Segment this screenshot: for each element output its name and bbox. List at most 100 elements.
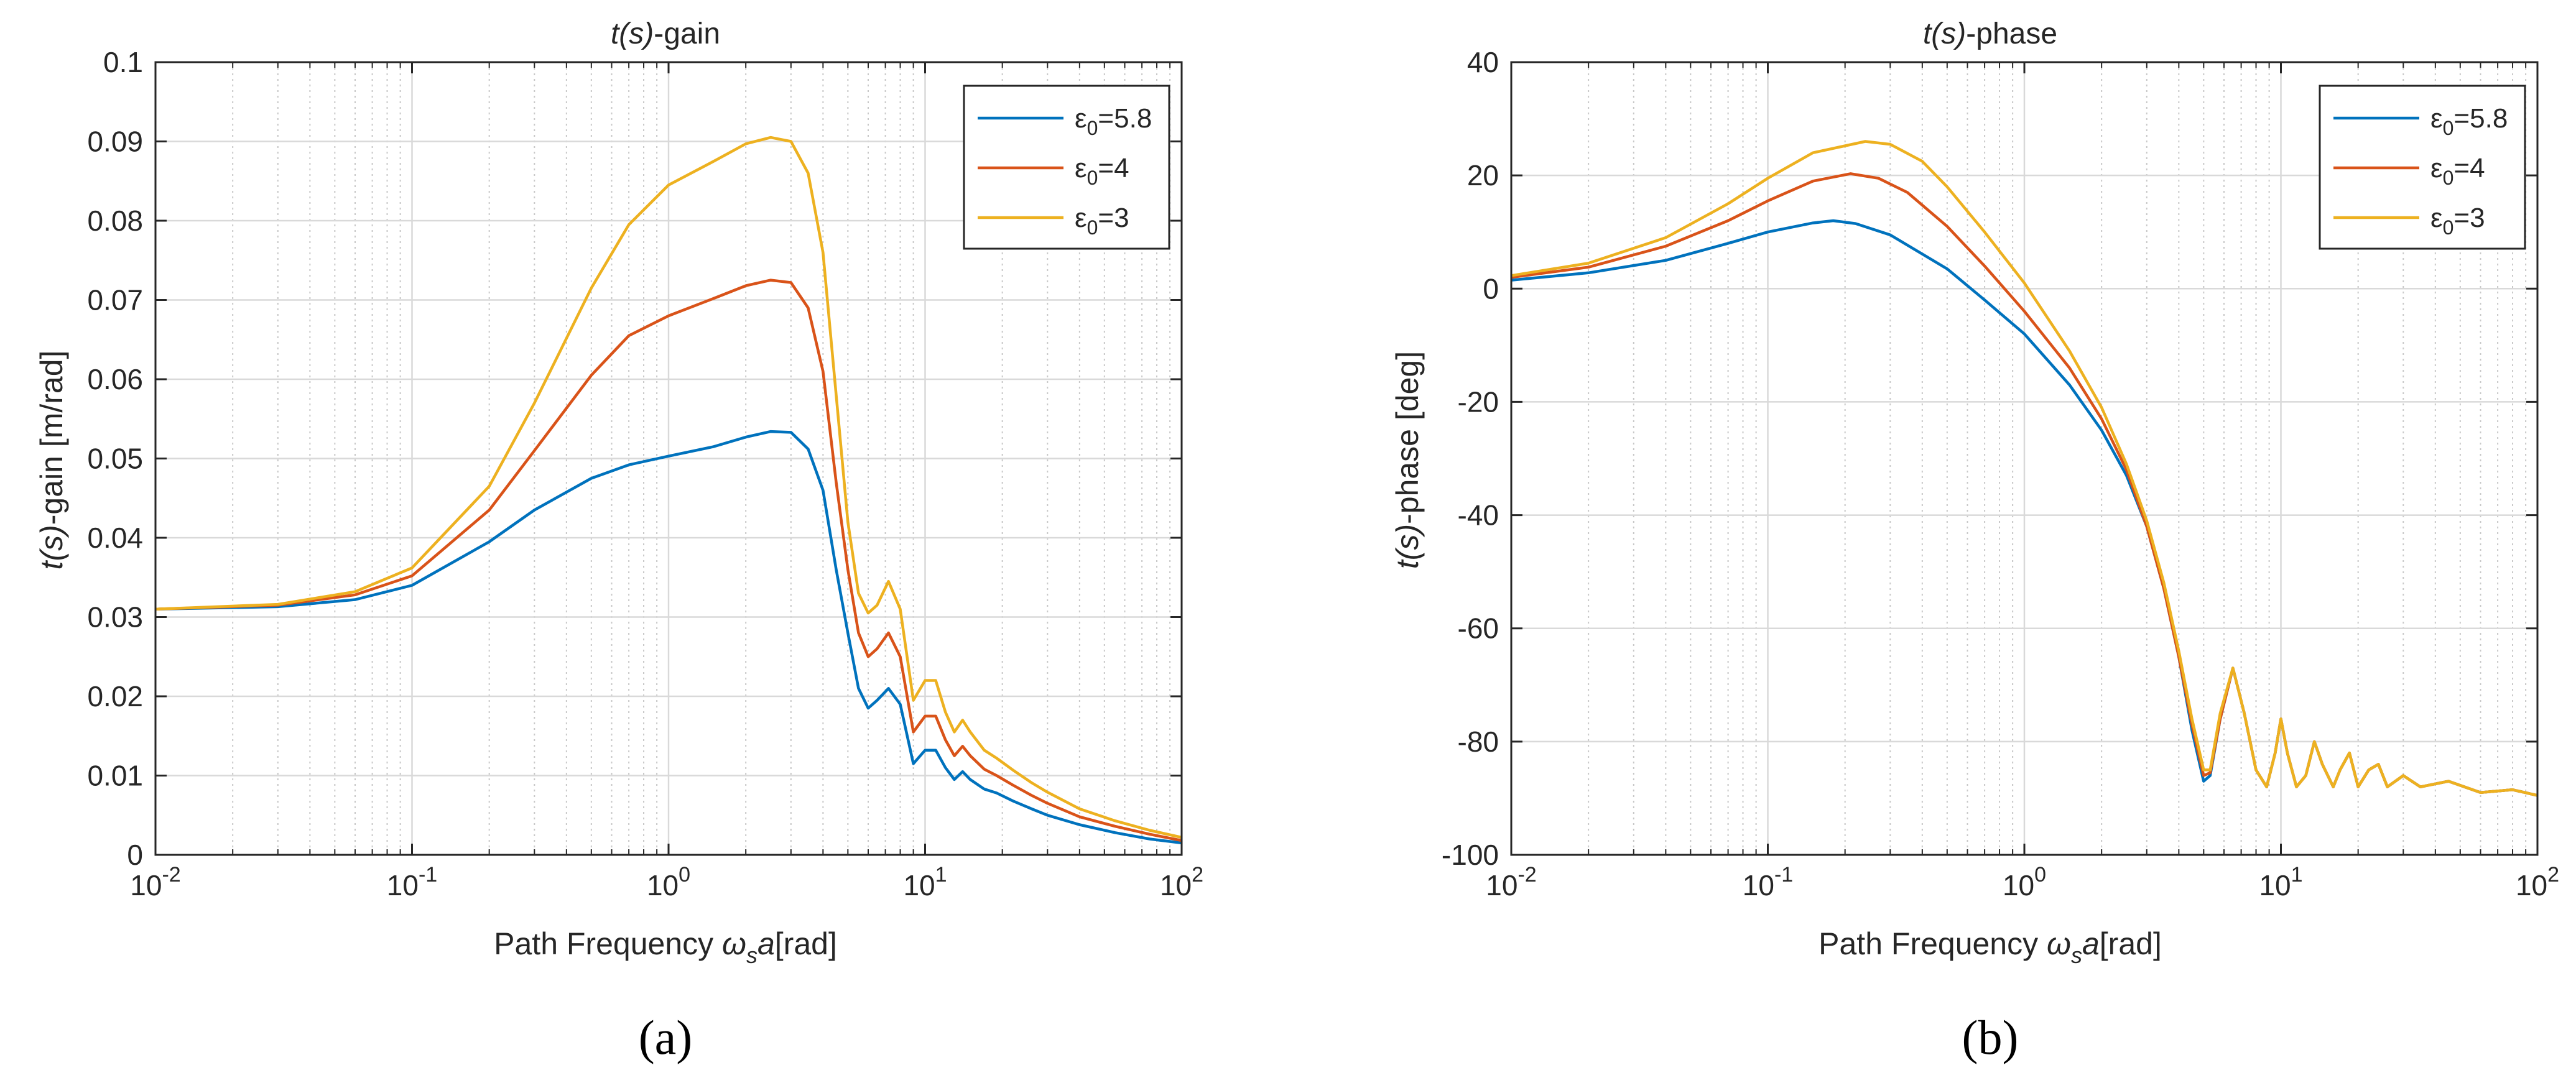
x-tick-label: 100: [647, 863, 690, 901]
x-tick-exponent: 2: [1192, 863, 1203, 887]
grid-layer: [1510, 61, 2539, 856]
legend-subscript: 0: [2443, 117, 2454, 139]
legend-entry: ε0=4: [2430, 153, 2485, 189]
x-axis-label-unit: [rad]: [2100, 926, 2162, 961]
y-tick-label: -100: [1442, 839, 1499, 871]
x-tick-base: 10: [903, 869, 935, 901]
y-tick-label: 0.07: [87, 284, 143, 316]
legend-symbol: ε: [1075, 103, 1087, 134]
legend-value: =3: [1098, 203, 1129, 233]
x-tick-base: 10: [1160, 869, 1192, 901]
legend-value: =4: [1098, 153, 1129, 183]
x-axis-label: Path Frequency ωsa[rad]: [494, 926, 837, 968]
legend-value: =4: [2453, 153, 2485, 183]
legend-subscript: 0: [1087, 167, 1098, 189]
legend-value: =5.8: [1098, 103, 1152, 134]
legend-symbol: ε: [1075, 203, 1087, 233]
y-axis-label-suffix: -phase [deg]: [1390, 351, 1425, 524]
y-tick-label: 0.06: [87, 363, 143, 395]
x-tick-label: 10-2: [1486, 863, 1536, 901]
y-tick-label: 0.09: [87, 126, 143, 158]
legend-value: =3: [2453, 203, 2485, 233]
x-tick-label: 102: [1160, 863, 1203, 901]
x-tick-base: 10: [647, 869, 679, 901]
legend: ε0=5.8ε0=4ε0=3: [2319, 85, 2526, 250]
x-axis-label-subscript: s: [2071, 942, 2082, 968]
series-line-1: [155, 279, 1182, 842]
y-tick-label: -60: [1458, 612, 1499, 645]
y-axis-label-suffix: -gain [m/rad]: [34, 351, 69, 525]
legend-symbol: ε: [2430, 203, 2443, 233]
x-tick-label: 10-1: [387, 863, 437, 901]
x-tick-exponent: 1: [2291, 863, 2303, 887]
legend-entry: ε0=5.8: [1075, 103, 1152, 139]
legend-entry: ε0=4: [1075, 153, 1129, 189]
title-function: t(s): [611, 17, 654, 50]
x-tick-label: 10-2: [130, 863, 180, 901]
legend-box: [2319, 85, 2526, 250]
plot-layer: [155, 136, 1182, 845]
legend: ε0=5.8ε0=4ε0=3: [963, 85, 1170, 250]
x-axis-label-omega: ω: [722, 926, 746, 961]
x-tick-base: 10: [2003, 869, 2034, 901]
legend-entry: ε0=3: [2430, 203, 2485, 239]
chart-gain: 10-2 10-1 100 101 10200.010.020.030.040.050.…: [34, 17, 1203, 1064]
y-axis-label: t(s)-gain [m/rad]: [34, 351, 69, 570]
x-tick-label: 101: [903, 863, 947, 901]
x-tick-label: 101: [2259, 863, 2302, 901]
axes-box: [154, 61, 1183, 856]
x-tick-label: 100: [2003, 863, 2046, 901]
x-tick-base: 10: [2516, 869, 2547, 901]
legend-symbol: ε: [2430, 153, 2443, 183]
y-tick-label: -80: [1458, 726, 1499, 758]
axes-box: [1510, 61, 2539, 856]
x-tick-exponent: -1: [419, 863, 437, 887]
panel-label: (b): [1962, 1010, 2019, 1064]
y-tick-label: 0.08: [87, 205, 143, 237]
y-tick-label: -20: [1458, 385, 1499, 418]
x-tick-base: 10: [1486, 869, 1517, 901]
x-axis-label-unit: [rad]: [775, 926, 837, 961]
chart-title: t(s)-gain: [611, 17, 720, 50]
legend-entry: ε0=5.8: [2430, 103, 2508, 139]
x-axis-label: Path Frequency ωsa[rad]: [1818, 926, 2162, 968]
y-axis-label-function: t(s): [34, 525, 69, 569]
y-tick-label: 0.04: [87, 522, 143, 554]
legend-symbol: ε: [2430, 103, 2443, 134]
series-line-2: [1511, 140, 2538, 797]
title-suffix: -phase: [1966, 17, 2057, 50]
x-tick-exponent: 0: [679, 863, 690, 887]
legend-subscript: 0: [2443, 167, 2454, 189]
x-axis-label-a: a: [758, 926, 775, 961]
y-tick-label: -40: [1458, 499, 1499, 532]
x-tick-base: 10: [387, 869, 419, 901]
x-tick-base: 10: [2259, 869, 2291, 901]
x-axis-label-omega: ω: [2047, 926, 2071, 961]
x-tick-base: 10: [130, 869, 162, 901]
x-tick-label: 102: [2516, 863, 2559, 901]
legend-subscript: 0: [1087, 216, 1098, 239]
y-tick-label: 20: [1467, 159, 1499, 191]
legend-value: =5.8: [2453, 103, 2508, 134]
legend-subscript: 0: [1087, 117, 1098, 139]
x-tick-base: 10: [1743, 869, 1774, 901]
y-tick-label: 0.03: [87, 601, 143, 634]
x-tick-exponent: 1: [935, 863, 947, 887]
y-tick-label: 0.01: [87, 760, 143, 792]
y-tick-label: 0: [1483, 272, 1499, 305]
x-tick-exponent: -2: [162, 863, 180, 887]
legend-symbol: ε: [1075, 153, 1087, 183]
x-tick-label: 10-1: [1743, 863, 1793, 901]
y-axis-label: t(s)-phase [deg]: [1390, 351, 1425, 569]
y-tick-label: 0.02: [87, 680, 143, 712]
series-line-2: [155, 136, 1182, 839]
series-line-0: [155, 430, 1182, 845]
chart-title: t(s)-phase: [1923, 17, 2057, 50]
plot-layer: [1511, 140, 2538, 797]
y-tick-label: 0: [127, 839, 143, 871]
y-axis-label-function: t(s): [1390, 524, 1425, 569]
title-suffix: -gain: [654, 17, 720, 50]
y-tick-label: 40: [1467, 46, 1499, 78]
